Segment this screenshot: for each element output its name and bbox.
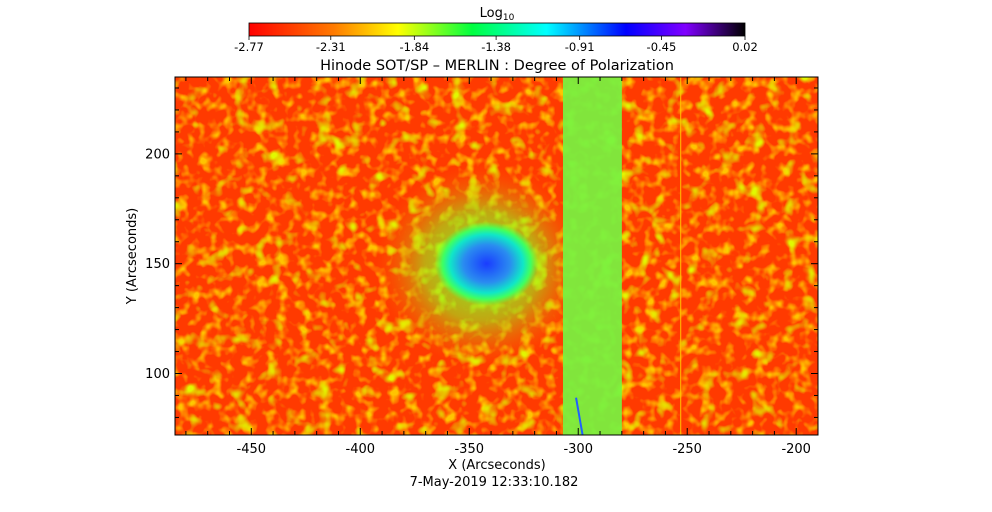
x-tick-label: -250 (672, 442, 702, 457)
y-tick-label: 100 (145, 367, 170, 382)
y-axis-label: Y (Arcseconds) (125, 208, 140, 305)
colorbar-tick-label: -0.45 (647, 40, 677, 54)
colorbar-tick-label: 0.02 (732, 40, 758, 54)
colorbar-label: Log10 (480, 6, 515, 23)
x-tick-label: -200 (781, 442, 811, 457)
colorbar-tick-label: -2.31 (316, 40, 346, 54)
vertical-band-tint (562, 77, 622, 435)
colorbar (248, 22, 746, 37)
x-tick-label: -300 (563, 442, 593, 457)
plot-frame (174, 76, 819, 436)
chart-title: Hinode SOT/SP – MERLIN : Degree of Polar… (320, 58, 674, 74)
y-tick-label: 150 (145, 257, 170, 272)
axis-ticks: -450 -400 -350 -300 -250 -200 100 150 200 (145, 77, 819, 457)
timestamp: 7-May-2019 12:33:10.182 (410, 475, 579, 490)
x-tick-label: -350 (454, 442, 484, 457)
x-tick-label: -400 (346, 442, 376, 457)
x-axis-label: X (Arcseconds) (448, 458, 545, 473)
colorbar-tick-label: -1.38 (481, 40, 511, 54)
colorbar-tick-label: -1.84 (399, 40, 429, 54)
colorbar-tick-label: -0.91 (565, 40, 595, 54)
band-streak (575, 397, 584, 435)
vertical-band (562, 77, 622, 435)
sunspot-umbra (434, 221, 539, 306)
x-tick-label: -450 (237, 442, 267, 457)
polarization-map (175, 77, 818, 435)
colorbar-tick-label: -2.77 (234, 40, 264, 54)
colorbar-ticks: -2.77 -2.31 -1.84 -1.38 -0.91 -0.45 0.02 (234, 36, 758, 54)
y-tick-label: 200 (145, 147, 170, 162)
